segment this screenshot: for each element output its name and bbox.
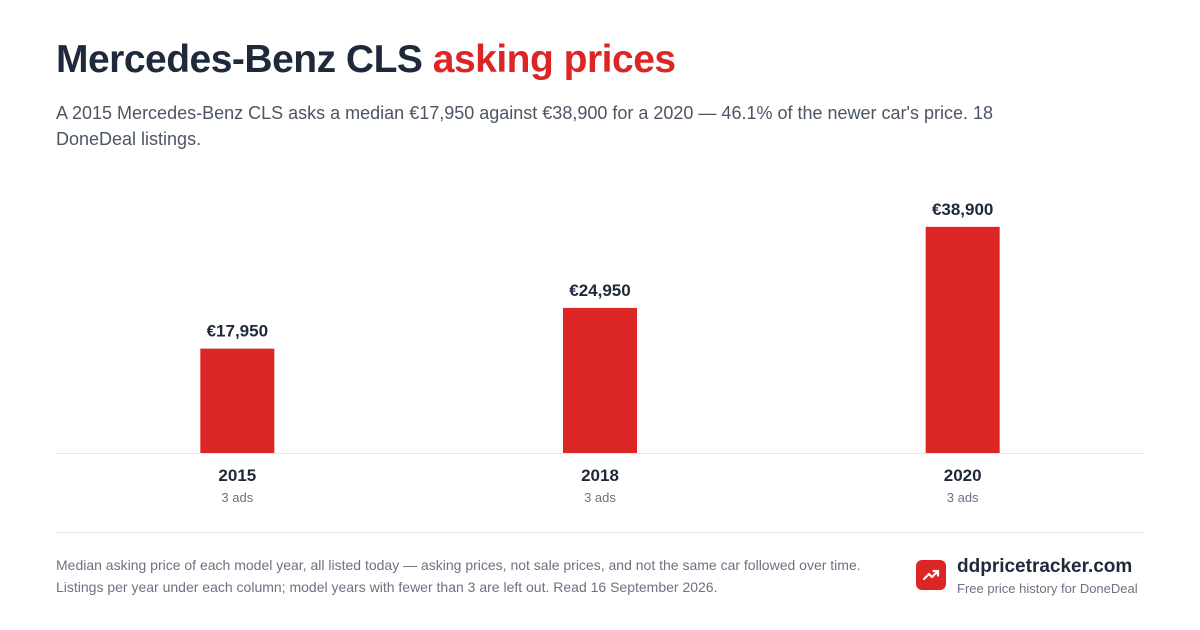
bar-2015	[200, 348, 275, 453]
bar-value-label: €24,950	[569, 281, 630, 300]
bar-value-label: €38,900	[932, 200, 993, 219]
chart-subtitle: A 2015 Mercedes-Benz CLS asks a median €…	[56, 103, 994, 149]
x-tick-label: 2020	[944, 466, 982, 485]
x-tick-label: 2018	[581, 466, 619, 485]
brand-name[interactable]: ddpricetracker.com	[957, 556, 1133, 577]
page-title: Mercedes-Benz CLS asking prices	[56, 38, 676, 82]
listing-count-label: 3 ads	[947, 490, 979, 505]
x-tick-label: 2015	[218, 466, 256, 485]
methodology-note: Median asking price of each model year, …	[56, 557, 861, 595]
listing-count-label: 3 ads	[221, 490, 253, 505]
bar-2020	[925, 226, 1000, 453]
brand-block[interactable]: ddpricetracker.com Free price history fo…	[916, 556, 1148, 600]
title-accent: asking prices	[432, 38, 676, 81]
bar-value-label: €17,950	[207, 322, 268, 341]
listing-count-label: 3 ads	[584, 490, 616, 505]
footer-divider	[56, 532, 1144, 533]
trending-up-icon	[916, 560, 946, 590]
bar-2018	[563, 307, 637, 453]
brand-tagline: Free price history for DoneDeal	[957, 581, 1138, 596]
title-main: Mercedes-Benz CLS	[56, 38, 423, 81]
